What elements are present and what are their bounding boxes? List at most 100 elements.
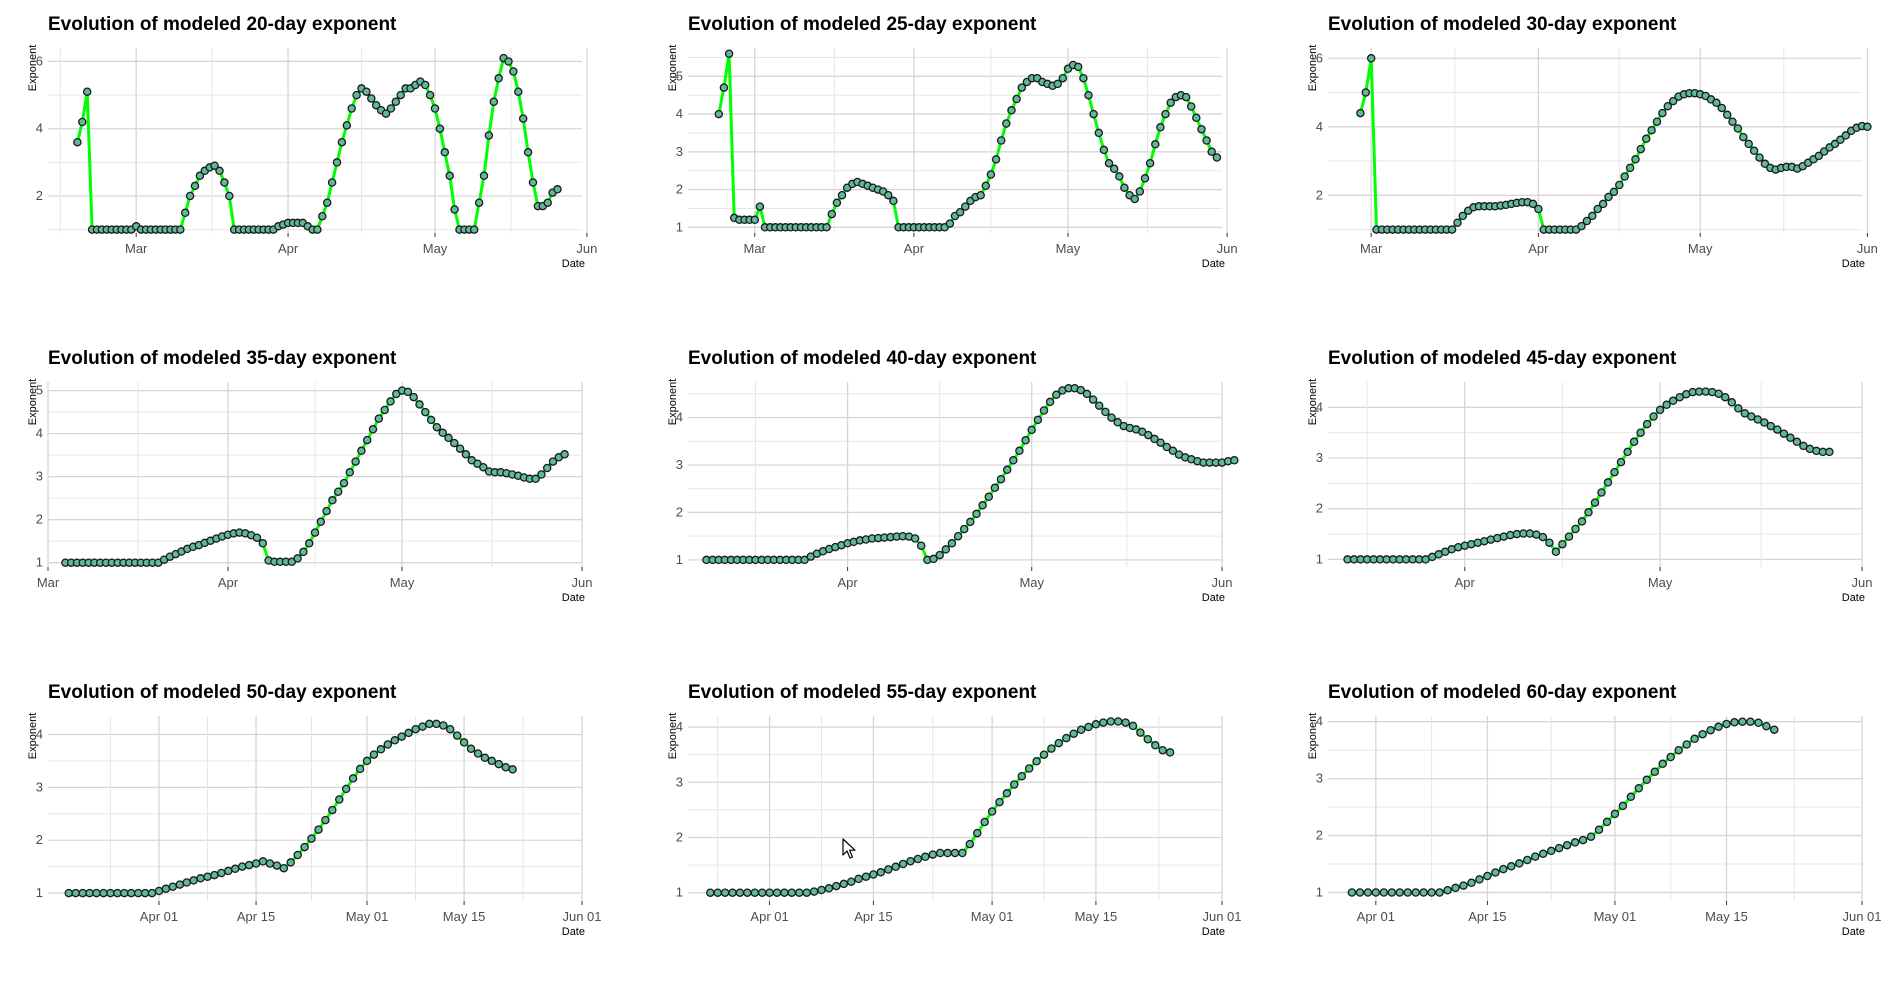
- data-point: [996, 136, 1006, 145]
- data-point: [1045, 397, 1055, 407]
- y-axis-label: Exponent: [1307, 45, 1319, 91]
- data-point: [543, 198, 552, 207]
- chart-panel: Evolution of modeled 35-day exponent Expo…: [27, 342, 688, 672]
- data-point: [494, 759, 504, 769]
- y-axis-label: Exponent: [667, 379, 679, 425]
- data-point: [537, 470, 546, 479]
- data-point: [1024, 764, 1034, 773]
- series-line: [1358, 56, 1869, 232]
- data-point: [1435, 888, 1444, 897]
- data-point: [750, 215, 760, 225]
- x-tick-label: Apr: [904, 241, 925, 256]
- x-tick-label: Mar: [744, 241, 767, 256]
- data-point: [474, 198, 484, 207]
- data-point: [955, 207, 965, 217]
- data-point: [514, 87, 523, 96]
- data-point: [959, 524, 969, 534]
- x-tick-label: May: [1019, 575, 1044, 590]
- data-point: [1076, 385, 1086, 395]
- data-point: [1094, 128, 1104, 138]
- data-point: [996, 474, 1006, 484]
- data-point: [147, 888, 157, 898]
- data-point: [432, 422, 442, 432]
- data-point: [910, 534, 920, 543]
- data-point: [265, 859, 275, 868]
- data-point: [1411, 888, 1420, 897]
- y-axis-label: Exponent: [27, 379, 39, 425]
- data-point: [531, 474, 540, 484]
- chart-title: Evolution of modeled 35-day exponent: [48, 348, 397, 369]
- data-point: [328, 805, 337, 815]
- data-point: [322, 198, 332, 207]
- y-axis-label: Exponent: [27, 45, 39, 91]
- data-point: [1009, 456, 1018, 465]
- series-line: [704, 386, 1236, 562]
- data-point: [528, 178, 538, 187]
- x-tick-label: May 15: [1705, 909, 1748, 924]
- data-point: [1039, 750, 1049, 759]
- data-point: [1538, 532, 1548, 542]
- data-point: [220, 178, 229, 187]
- data-point: [1106, 717, 1116, 726]
- data-point: [333, 487, 343, 496]
- x-tick-label: Mar: [1360, 241, 1383, 256]
- data-point: [1562, 840, 1572, 850]
- x-tick-label: Jun 01: [1842, 909, 1881, 924]
- data-point: [802, 888, 811, 897]
- data-point: [898, 859, 908, 869]
- data-point: [1760, 418, 1769, 427]
- data-point: [1366, 54, 1376, 63]
- data-point: [941, 545, 951, 554]
- data-point: [1733, 124, 1743, 133]
- data-point: [1197, 124, 1206, 134]
- data-point: [795, 888, 804, 897]
- data-point: [383, 740, 393, 749]
- data-point: [1584, 508, 1593, 517]
- data-point: [809, 887, 819, 896]
- data-point: [724, 49, 734, 58]
- data-point: [1002, 119, 1011, 128]
- data-point: [906, 856, 915, 866]
- data-point: [1113, 418, 1122, 427]
- data-point: [368, 425, 378, 434]
- data-point: [1668, 96, 1678, 106]
- y-tick-label: 3: [36, 469, 43, 484]
- data-point: [1007, 106, 1016, 115]
- data-point: [313, 225, 322, 234]
- data-point: [215, 166, 224, 176]
- data-point: [300, 842, 309, 852]
- data-point: [426, 415, 436, 425]
- data-point: [1642, 419, 1652, 429]
- data-point: [1714, 722, 1723, 732]
- data-point: [203, 872, 212, 881]
- data-point: [1168, 446, 1178, 456]
- data-point: [314, 825, 323, 834]
- chart-panel: Evolution of modeled 50-day exponent Expo…: [27, 676, 688, 1006]
- data-point: [1534, 204, 1543, 214]
- data-point: [362, 435, 372, 445]
- data-point: [1634, 784, 1644, 793]
- data-point: [1104, 158, 1114, 168]
- data-point: [1166, 98, 1175, 107]
- data-point: [1760, 159, 1770, 169]
- data-point: [832, 881, 841, 891]
- data-point: [1722, 719, 1731, 729]
- y-axis-label: Exponent: [1307, 713, 1319, 759]
- data-point: [501, 763, 510, 772]
- x-tick-label: May 15: [443, 909, 486, 924]
- data-point: [1836, 135, 1845, 145]
- data-point: [976, 190, 985, 200]
- data-point: [1467, 878, 1476, 888]
- data-point: [473, 749, 483, 758]
- y-tick-label: 4: [1316, 714, 1323, 729]
- x-tick-label: May 15: [1075, 909, 1118, 924]
- data-point: [929, 554, 938, 564]
- series-line: [67, 722, 515, 895]
- data-point: [450, 205, 459, 214]
- data-point: [1443, 885, 1452, 895]
- chart-title: Evolution of modeled 45-day exponent: [1328, 348, 1677, 369]
- data-point: [1625, 163, 1635, 173]
- x-tick-label: May 01: [346, 909, 389, 924]
- data-point: [1145, 158, 1155, 168]
- data-point: [1047, 744, 1056, 753]
